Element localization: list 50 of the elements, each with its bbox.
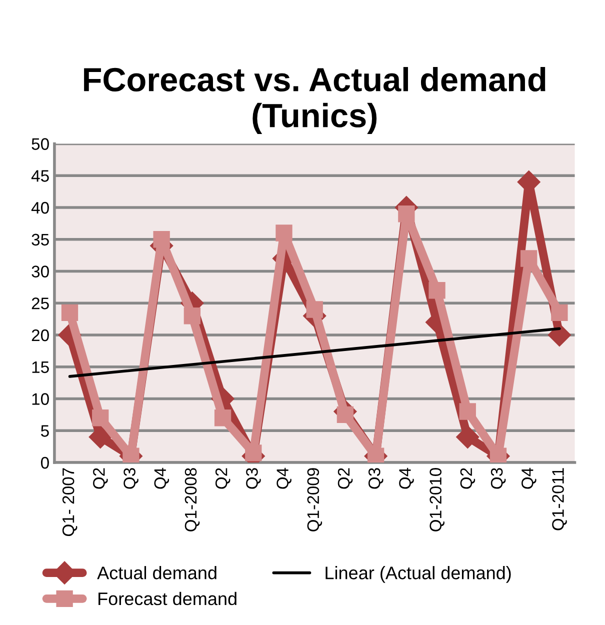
y-tick-label: 10 — [32, 393, 49, 405]
y-tick-label: 35 — [32, 234, 49, 246]
point — [459, 403, 476, 420]
x-tick-label: Q4 — [154, 468, 170, 489]
point — [306, 301, 323, 318]
legend-label: Forecast demand — [98, 592, 236, 606]
x-tick-label: Q1-2010 — [430, 468, 444, 532]
x-tick-label: Q2 — [93, 468, 108, 489]
legend-label: Actual demand — [97, 566, 216, 580]
y-tick-label: 30 — [32, 266, 49, 278]
x-tick-label: Q4 — [522, 468, 536, 489]
x-tick-label: Q1-2008 — [184, 468, 200, 532]
y-tick-label: 15 — [32, 361, 49, 374]
y-tick-label: 50 — [32, 138, 49, 150]
point — [214, 410, 232, 426]
x-tick-label: Q4 — [276, 468, 292, 489]
x-tick-label: Q1-2009 — [307, 468, 322, 532]
x-tick-label: Q2 — [215, 468, 230, 489]
point — [276, 224, 292, 242]
y-tick-label: 0 — [40, 456, 49, 469]
point — [122, 448, 140, 462]
x-tick-label: Q1- 2007 — [62, 468, 78, 536]
point — [490, 448, 507, 462]
y-tick-label: 40 — [31, 202, 49, 214]
point — [367, 448, 384, 462]
y-tick-label: 5 — [40, 425, 49, 437]
y-tick-label: 20 — [32, 329, 49, 342]
y-tick-label: 45 — [31, 170, 49, 182]
point — [520, 250, 538, 267]
x-tick-label: Q1-2011 — [552, 468, 567, 530]
point — [428, 282, 446, 299]
point — [551, 304, 568, 322]
x-tick-label: Q3 — [490, 468, 506, 489]
chart-title: FCorecast vs. Actual demand (Tunics) — [84, 67, 546, 134]
x-tick-label: Q3 — [246, 468, 261, 489]
point — [184, 308, 201, 324]
point — [88, 426, 112, 448]
point — [92, 410, 109, 426]
x-tick-label: Q2 — [338, 468, 353, 489]
point — [548, 324, 571, 346]
point — [245, 444, 262, 462]
x-tick-label: Q3 — [124, 468, 138, 489]
point — [398, 206, 415, 222]
x-tick-label: Q2 — [460, 468, 476, 489]
point — [61, 304, 78, 322]
point — [456, 426, 480, 448]
y-tick-label: 25 — [32, 298, 49, 310]
x-tick-label: Q4 — [399, 468, 414, 489]
legend-label: Linear (Actual demand) — [326, 566, 511, 583]
x-tick-label: Q3 — [368, 468, 384, 489]
